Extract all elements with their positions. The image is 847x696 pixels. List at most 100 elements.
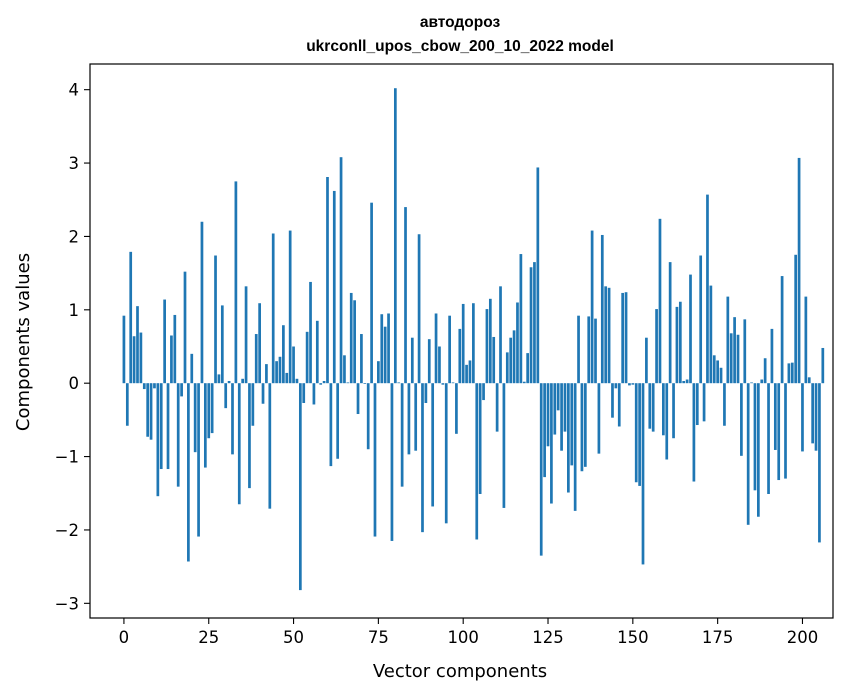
bar (183, 271, 187, 384)
plot-frame (89, 63, 834, 619)
bar (438, 346, 441, 384)
bar (655, 309, 658, 384)
bar (465, 364, 468, 384)
bar (261, 383, 265, 404)
bar (787, 363, 791, 384)
bar (305, 331, 309, 384)
bar (282, 325, 285, 384)
bar (410, 337, 414, 384)
bar (278, 356, 282, 384)
bar (373, 383, 377, 537)
bar (393, 88, 397, 384)
y-tick-label: 3 (69, 154, 80, 173)
chart-title-line2: ukrconll_upos_cbow_200_10_2022 model (306, 38, 614, 55)
y-tick-label: 0 (69, 374, 80, 393)
bar (190, 353, 194, 384)
y-tick-label: 1 (69, 301, 80, 320)
bar (244, 286, 248, 384)
bar (475, 383, 479, 540)
y-axis-ticks: −3 −2 −1 0 1 2 3 4 (55, 81, 90, 613)
bar (309, 281, 312, 384)
chart-title-line1: автодороз (420, 14, 501, 31)
bar (539, 383, 543, 556)
bar (719, 367, 723, 384)
bar (675, 306, 679, 384)
bar (360, 334, 363, 384)
bar (343, 355, 346, 384)
bar (600, 234, 604, 384)
bar (380, 314, 384, 384)
x-tick-label: 175 (702, 628, 734, 647)
bar (472, 303, 475, 384)
bar (818, 383, 821, 543)
bar (502, 383, 506, 508)
bar (451, 382, 455, 384)
bar (248, 383, 251, 489)
bar (424, 383, 428, 403)
bar (298, 383, 302, 591)
bar (746, 383, 750, 525)
bar (699, 255, 703, 384)
bar (716, 360, 719, 384)
bar (536, 167, 540, 384)
bar (339, 157, 343, 384)
bar (146, 383, 150, 437)
bar (421, 383, 424, 533)
bar (712, 355, 716, 384)
bar (583, 383, 587, 467)
bar (166, 383, 170, 470)
bar (729, 333, 733, 384)
bar (668, 262, 672, 384)
bar (434, 313, 438, 384)
bar (678, 301, 682, 384)
bar (689, 274, 692, 384)
bar (220, 305, 224, 384)
y-tick-label: −1 (55, 448, 79, 467)
bar (295, 378, 299, 384)
bar (760, 379, 764, 384)
bar (383, 326, 387, 384)
y-tick-label: 4 (69, 81, 80, 100)
bar (431, 383, 435, 507)
bar (292, 346, 295, 384)
bar (767, 383, 770, 494)
bar (414, 383, 418, 451)
bars-group (122, 88, 825, 591)
bar (740, 383, 743, 456)
x-axis-ticks: 0 25 50 75 100 125 150 175 200 (119, 618, 818, 647)
bar (207, 383, 211, 439)
bar (149, 383, 153, 440)
x-tick-label: 100 (447, 628, 479, 647)
bar (156, 383, 160, 497)
bar (753, 383, 757, 491)
bar (757, 383, 760, 517)
bar (611, 383, 614, 418)
bar (505, 352, 509, 384)
bar (482, 383, 485, 401)
bar (692, 383, 696, 482)
bar (777, 383, 781, 481)
bar (814, 383, 818, 451)
bar (132, 336, 136, 384)
bar (231, 383, 234, 455)
bar (353, 300, 356, 384)
bar (170, 335, 173, 384)
bar (173, 314, 177, 384)
bar (645, 337, 648, 384)
x-tick-label: 0 (119, 628, 130, 647)
bar (736, 334, 740, 384)
bar (153, 383, 156, 389)
bar (607, 287, 611, 384)
bar (214, 255, 217, 384)
bar (628, 383, 631, 386)
bar (356, 383, 360, 415)
bar (658, 218, 662, 384)
bar (519, 254, 523, 384)
bar (641, 383, 645, 565)
bar (784, 383, 787, 479)
bar (770, 328, 774, 384)
bar (159, 383, 163, 470)
bar (315, 320, 319, 384)
bar (773, 383, 777, 450)
bar (387, 313, 390, 384)
